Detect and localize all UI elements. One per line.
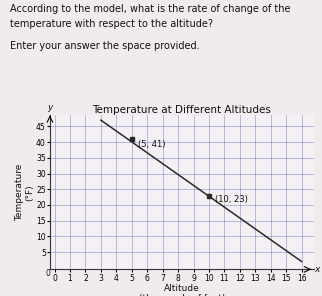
Text: 0: 0 bbox=[45, 269, 50, 278]
Text: According to the model, what is the rate of change of the: According to the model, what is the rate… bbox=[10, 4, 290, 15]
Text: temperature with respect to the altitude?: temperature with respect to the altitude… bbox=[10, 19, 213, 29]
Text: y: y bbox=[47, 103, 52, 112]
Text: (5, 41): (5, 41) bbox=[138, 140, 166, 149]
X-axis label: Altitude
(thousands of feet): Altitude (thousands of feet) bbox=[139, 284, 225, 296]
Text: (10, 23): (10, 23) bbox=[215, 195, 248, 204]
Text: x: x bbox=[315, 265, 320, 274]
Y-axis label: Temperature
(°F): Temperature (°F) bbox=[15, 164, 34, 221]
Title: Temperature at Different Altitudes: Temperature at Different Altitudes bbox=[92, 105, 271, 115]
Text: Enter your answer the space provided.: Enter your answer the space provided. bbox=[10, 41, 199, 52]
